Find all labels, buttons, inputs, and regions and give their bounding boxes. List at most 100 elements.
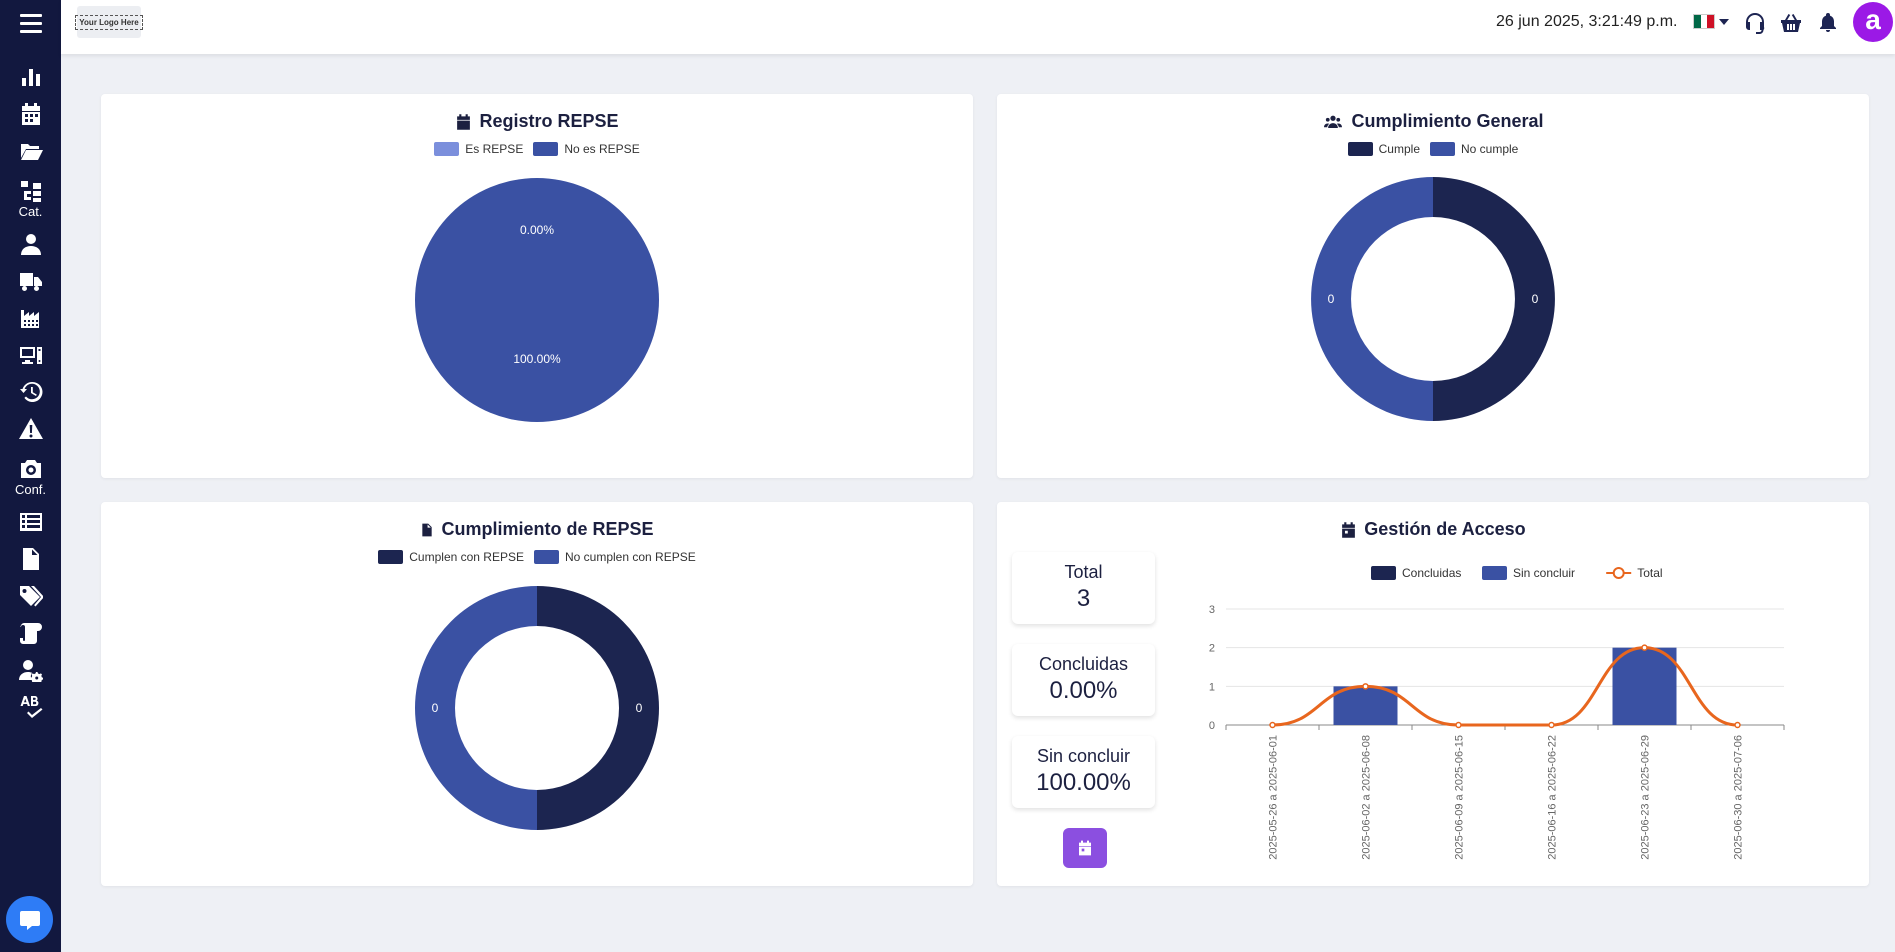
support-button[interactable] — [1743, 11, 1767, 35]
cumplimiento-general-donut-chart: 00 — [1311, 177, 1555, 421]
registro-pie-chart: 0.00% 100.00% — [415, 178, 659, 422]
legend-item-cumple[interactable]: Cumple — [1347, 142, 1420, 156]
chart-legend: Cumplen con REPSE No cumplen con REPSE — [101, 550, 973, 564]
list-icon — [19, 513, 42, 531]
sidebar-item-devices[interactable] — [0, 340, 61, 370]
x-tick-label: 2025-06-23 a 2025-06-29 — [1640, 735, 1652, 860]
sidebar-item-scroll[interactable] — [0, 618, 61, 648]
pie-data-label: 100.00% — [513, 352, 561, 366]
legend-item-no-es-repse[interactable]: No es REPSE — [533, 142, 640, 156]
legend-item-es-repse[interactable]: Es REPSE — [434, 142, 523, 156]
sidebar-item-industry[interactable] — [0, 303, 61, 333]
chat-icon — [19, 910, 40, 930]
donut-data-label: 0 — [432, 701, 439, 715]
sidebar-item-list[interactable] — [0, 507, 61, 537]
menu-toggle-button[interactable] — [20, 14, 42, 36]
notifications-button[interactable] — [1816, 11, 1840, 35]
sidebar-item-catalog[interactable]: Cat. — [0, 173, 61, 225]
gestion-acceso-combo-chart: Concluidas Sin concluir Total 0 1 2 3 2025-05-2… — [1209, 566, 1785, 860]
x-tick-label: 2025-06-30 a 2025-07-06 — [1733, 735, 1745, 860]
sidebar-item-user-gear[interactable] — [0, 655, 61, 685]
x-tick-label-group: 2025-05-26 a 2025-06-01 — [1268, 735, 1280, 860]
legend-swatch — [378, 550, 404, 564]
sidebar-item-user[interactable] — [0, 229, 61, 259]
chart-legend: Concluidas Sin concluir Total — [1371, 566, 1663, 580]
sidebar-item-folder-open[interactable] — [0, 136, 61, 166]
bar-sin-concluir[interactable] — [1612, 647, 1677, 725]
legend-item-no-cumplen[interactable]: No cumplen con REPSE — [534, 550, 696, 564]
x-tick-label: 2025-06-02 a 2025-06-08 — [1361, 735, 1373, 860]
sidebar-item-spell-check[interactable] — [0, 692, 61, 722]
donut-slice-cumple[interactable] — [1433, 177, 1555, 421]
legend-item-no-cumple[interactable]: No cumple — [1430, 142, 1518, 156]
sidebar-item-truck[interactable] — [0, 266, 61, 296]
stat-value: 0.00% — [1049, 677, 1118, 704]
sidebar-item-camera[interactable]: Conf. — [0, 451, 61, 503]
scroll-icon — [19, 623, 42, 644]
sidebar-item-warning[interactable] — [0, 414, 61, 444]
mexico-flag-icon — [1693, 14, 1715, 29]
user-avatar[interactable]: a — [1853, 2, 1893, 42]
donut-slice-no-cumplen-con-repse[interactable] — [415, 586, 537, 830]
line-point[interactable] — [1455, 721, 1462, 729]
gestion-title: Gestión de Acceso — [1364, 519, 1526, 539]
x-tick-label: 2025-05-26 a 2025-06-01 — [1268, 735, 1280, 860]
line-point[interactable] — [1362, 683, 1369, 690]
sidebar-item-label: Conf. — [14, 482, 47, 497]
sidebar-item-history[interactable] — [0, 377, 61, 407]
sidebar-item-calendar[interactable] — [0, 99, 61, 129]
cart-button[interactable] — [1779, 11, 1803, 35]
gestion-acceso-card: Gestión de Acceso Total 3 Concluidas 0.0… — [997, 502, 1869, 886]
line-point[interactable] — [1269, 721, 1276, 729]
stat-concluidas: Concluidas 0.00% — [1012, 644, 1155, 716]
file-icon — [422, 523, 433, 536]
legend-item-concluidas[interactable]: Concluidas — [1371, 566, 1461, 580]
language-selector[interactable] — [1693, 14, 1729, 29]
y-tick-label: 2 — [1209, 643, 1215, 655]
history-icon — [19, 381, 42, 402]
user-icon — [20, 234, 41, 255]
card-title: Registro REPSE — [101, 111, 973, 132]
x-tick-label: 2025-06-16 a 2025-06-22 — [1547, 735, 1559, 860]
donut-slice-cumplen-con-repse[interactable] — [537, 586, 659, 830]
legend-item-sin-concluir[interactable]: Sin concluir — [1482, 566, 1575, 580]
legend-swatch — [434, 142, 460, 156]
devices-icon — [19, 347, 42, 364]
stat-value: 100.00% — [1036, 769, 1131, 796]
donut-data-label: 0 — [1328, 292, 1335, 306]
donut-slice-no-cumple[interactable] — [1311, 177, 1433, 421]
bar-sin-concluir[interactable] — [1333, 686, 1398, 725]
legend-item-total[interactable]: Total — [1606, 566, 1663, 580]
sidebar-item-bar-chart[interactable] — [0, 62, 61, 92]
chart-legend: Cumple No cumple — [997, 142, 1869, 156]
line-point[interactable] — [1641, 644, 1648, 651]
card-title: Gestión de Acceso — [997, 519, 1869, 540]
logo-text: Your Logo Here — [75, 14, 143, 30]
legend-swatch — [1482, 566, 1507, 580]
bell-icon — [1820, 13, 1836, 32]
line-point[interactable] — [1548, 721, 1555, 729]
calendar-icon — [457, 113, 471, 130]
x-tick-label-group: 2025-06-30 a 2025-07-06 — [1733, 735, 1745, 860]
tags-icon — [19, 586, 43, 607]
menu-icon-bar — [20, 22, 42, 25]
y-tick-label: 0 — [1209, 720, 1215, 732]
stat-label: Total — [1064, 562, 1103, 582]
legend-swatch — [533, 142, 559, 156]
legend-label: No cumple — [1461, 142, 1519, 156]
truck-icon — [19, 273, 42, 291]
pie-data-label: 0.00% — [520, 223, 554, 237]
sidebar-item-tags[interactable] — [0, 581, 61, 611]
legend-item-cumplen[interactable]: Cumplen con REPSE — [378, 550, 524, 564]
legend-label: Sin concluir — [1513, 566, 1575, 580]
company-logo[interactable]: Your Logo Here — [75, 6, 143, 38]
chat-button[interactable] — [6, 896, 53, 943]
sidebar-item-file[interactable] — [0, 544, 61, 574]
pie-slice-no-es-repse[interactable] — [415, 178, 659, 422]
date-range-button[interactable] — [1063, 828, 1107, 868]
line-point[interactable] — [1734, 721, 1741, 729]
warning-icon — [18, 418, 43, 439]
line-total[interactable] — [1272, 646, 1738, 727]
legend-marker — [1612, 567, 1625, 579]
